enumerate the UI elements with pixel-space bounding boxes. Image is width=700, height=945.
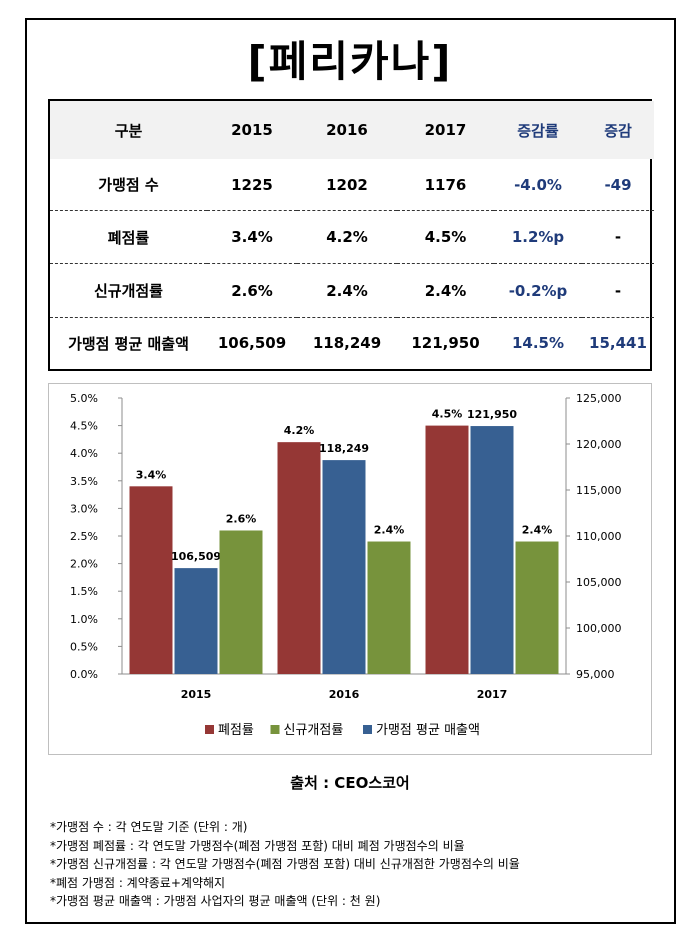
cell-2015: 3.4% <box>231 228 273 247</box>
data-label: 2.6% <box>226 512 257 525</box>
bar-new-open-rate <box>367 541 411 674</box>
cell-change: - <box>614 281 622 300</box>
cell-change-rate: -0.2%p <box>508 281 568 300</box>
data-label: 4.2% <box>284 424 315 437</box>
y-right-tick-label: 100,000 <box>576 622 622 635</box>
data-label: 2.4% <box>374 524 405 537</box>
header-2016: 2016 <box>326 121 368 139</box>
x-tick-label: 2017 <box>477 688 508 701</box>
bar-avg-sales <box>470 426 514 674</box>
y-left-tick-label: 2.5% <box>70 530 98 543</box>
y-right-tick-label: 110,000 <box>576 530 622 543</box>
source-label: 출처 : CEO스코어 <box>290 774 410 792</box>
legend-swatch <box>270 725 280 734</box>
y-right-tick-label: 125,000 <box>576 392 622 405</box>
data-label: 106,509 <box>171 550 221 563</box>
y-right-tick-label: 95,000 <box>576 668 615 681</box>
cell-2015: 2.6% <box>231 281 273 300</box>
header-2017: 2017 <box>424 121 467 139</box>
y-left-tick-label: 1.5% <box>70 585 98 598</box>
header-2015: 2015 <box>231 121 273 139</box>
stats-table: 구분 2015 2016 2017 증감률 증감 가맹점 수 1225 1202… <box>48 99 654 371</box>
data-label: 3.4% <box>136 468 167 481</box>
cell-2016: 2.4% <box>326 281 368 300</box>
chart-container: 0.0% 0.5% 1.0% 1.5% 2.0% 2.5% 3.0% 3.5% 4.0% 4.5%… <box>48 383 652 755</box>
cell-2017: 2.4% <box>424 281 467 300</box>
table-row: 가맹점 수 1225 1202 1176 -4.0% -49 <box>50 159 654 211</box>
cell-change-rate: -4.0% <box>514 175 562 194</box>
data-label: 118,249 <box>319 442 369 455</box>
page-title: [페리카나] <box>247 37 453 86</box>
y-left-tick-label: 3.5% <box>70 475 98 488</box>
header-change-rate: 증감률 <box>517 121 559 140</box>
row-label: 신규개점률 <box>93 282 163 301</box>
cell-change: 15,441 <box>589 334 647 353</box>
cell-2016: 1202 <box>326 175 368 194</box>
legend-label: 폐점률 <box>218 723 254 738</box>
cell-change: - <box>614 228 622 247</box>
x-tick-label: 2016 <box>329 688 360 701</box>
table-header-row: 구분 2015 2016 2017 증감률 증감 <box>50 101 654 159</box>
header-change: 증감 <box>604 121 632 140</box>
y-left-tick-label: 5.0% <box>70 392 98 405</box>
y-right-tick-label: 120,000 <box>576 438 622 451</box>
cell-2015: 1225 <box>231 175 273 194</box>
table-row: 폐점률 3.4% 4.2% 4.5% 1.2%p - <box>50 211 654 264</box>
y-right-tick-label: 115,000 <box>576 484 622 497</box>
footnote: *가맹점 수 : 각 연도말 기준 (단위 : 개) <box>50 820 248 834</box>
header-category: 구분 <box>114 121 143 140</box>
legend-swatch <box>205 725 214 734</box>
y-left-tick-label: 1.0% <box>70 613 98 626</box>
row-label: 가맹점 수 <box>98 176 159 195</box>
footnotes: *가맹점 수 : 각 연도말 기준 (단위 : 개) *가맹점 폐점률 : 각 … <box>50 818 520 911</box>
bar-new-open-rate <box>219 530 263 674</box>
legend-swatch <box>363 725 372 734</box>
cell-2016: 4.2% <box>326 228 368 247</box>
cell-2017: 1176 <box>424 175 467 194</box>
y-left-tick-label: 2.0% <box>70 558 98 571</box>
y-left-tick-label: 0.5% <box>70 640 98 653</box>
footnote: *가맹점 폐점률 : 각 연도말 가맹점수(폐점 가맹점 포함) 대비 폐점 가… <box>50 838 465 853</box>
y-left-tick-label: 4.5% <box>70 420 98 433</box>
y-right-tick-label: 105,000 <box>576 576 622 589</box>
y-left-tick-label: 4.0% <box>70 447 98 460</box>
legend-label: 가맹점 평균 매출액 <box>376 723 480 738</box>
row-label: 가맹점 평균 매출액 <box>68 334 189 353</box>
cell-change-rate: 14.5% <box>511 334 565 353</box>
legend-label: 신규개점률 <box>284 723 344 738</box>
footnote: *가맹점 평균 매출액 : 가맹점 사업자의 평균 매출액 (단위 : 천 원) <box>50 894 381 908</box>
y-left-tick-label: 0.0% <box>70 668 98 681</box>
bar-closure-rate <box>129 486 173 674</box>
bar-avg-sales <box>322 460 366 674</box>
bar-closure-rate <box>277 442 321 674</box>
bar-closure-rate <box>425 425 469 674</box>
table-row: 가맹점 평균 매출액 106,509 118,249 121,950 14.5%… <box>50 317 654 369</box>
table-row: 신규개점률 2.6% 2.4% 2.4% -0.2%p - <box>50 264 654 318</box>
data-label: 4.5% <box>432 408 463 421</box>
row-label: 폐점률 <box>107 228 150 247</box>
x-tick-label: 2015 <box>181 688 212 701</box>
data-label: 121,950 <box>467 408 517 421</box>
combo-bar-chart: 0.0% 0.5% 1.0% 1.5% 2.0% 2.5% 3.0% 3.5% 4.0% 4.5%… <box>70 392 622 738</box>
bar-avg-sales <box>174 568 218 674</box>
cell-2015: 106,509 <box>217 334 287 353</box>
footnote: *폐점 가맹점 : 계약종료+계약해지 <box>50 875 226 890</box>
bar-new-open-rate <box>515 541 559 674</box>
y-left-tick-label: 3.0% <box>70 502 98 515</box>
cell-change: -49 <box>604 175 632 194</box>
cell-change-rate: 1.2%p <box>511 228 565 247</box>
cell-2016: 118,249 <box>312 334 382 353</box>
footnote: *가맹점 신규개점률 : 각 연도말 가맹점수(폐점 가맹점 포함) 대비 신규… <box>50 857 520 871</box>
data-label: 2.4% <box>522 524 553 537</box>
cell-2017: 121,950 <box>411 334 480 353</box>
cell-2017: 4.5% <box>424 228 467 247</box>
